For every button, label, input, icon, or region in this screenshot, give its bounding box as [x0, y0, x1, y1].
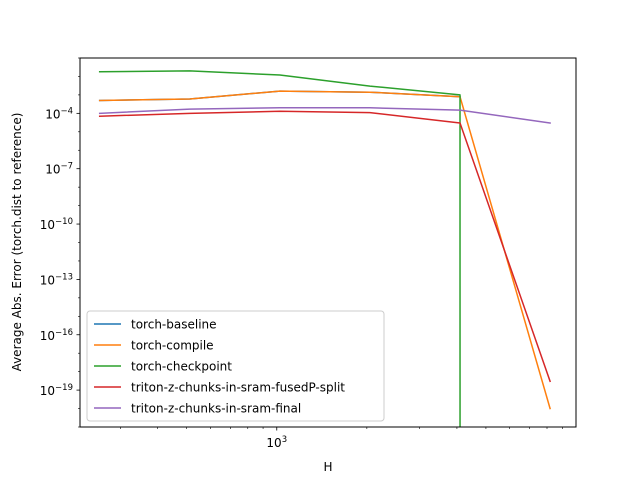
x-axis: 103: [120, 427, 563, 450]
legend-box: [86, 310, 385, 422]
series-line-triton-z-chunks-in-sram-fusedP-split: [98, 110, 552, 383]
y-tick-label: 10−10: [40, 217, 73, 232]
y-tick-label: 10−4: [45, 106, 73, 121]
x-tick-label: 103: [266, 435, 287, 450]
y-tick-label: 10−16: [40, 328, 73, 343]
series-line-triton-z-chunks-in-sram-final: [98, 107, 551, 124]
y-axis-label: Average Abs. Error (torch.dist to refere…: [10, 113, 24, 372]
plot-lines: [98, 70, 552, 427]
legend-label-torch-checkpoint: torch-checkpoint: [131, 360, 232, 374]
legend-label-triton-z-chunks-in-sram-final: triton-z-chunks-in-sram-final: [131, 402, 301, 416]
series-line-torch-compile: [98, 90, 552, 410]
y-tick-label: 10−13: [40, 272, 73, 287]
legend-label-triton-z-chunks-in-sram-fusedP-split: triton-z-chunks-in-sram-fusedP-split: [131, 381, 345, 395]
x-axis-label: H: [323, 460, 332, 474]
legend-label-torch-compile: torch-compile: [131, 339, 214, 353]
legend: torch-baseline torch-compile torch-checkpo…: [86, 310, 385, 422]
y-axis: 10−19 10−16 10−13 10−10 10−7 10−4: [40, 57, 80, 428]
y-tick-label: 10−7: [45, 162, 73, 177]
legend-label-torch-baseline: torch-baseline: [131, 318, 217, 332]
series-line-torch-checkpoint: [98, 70, 461, 427]
y-tick-label: 10−19: [40, 383, 73, 398]
